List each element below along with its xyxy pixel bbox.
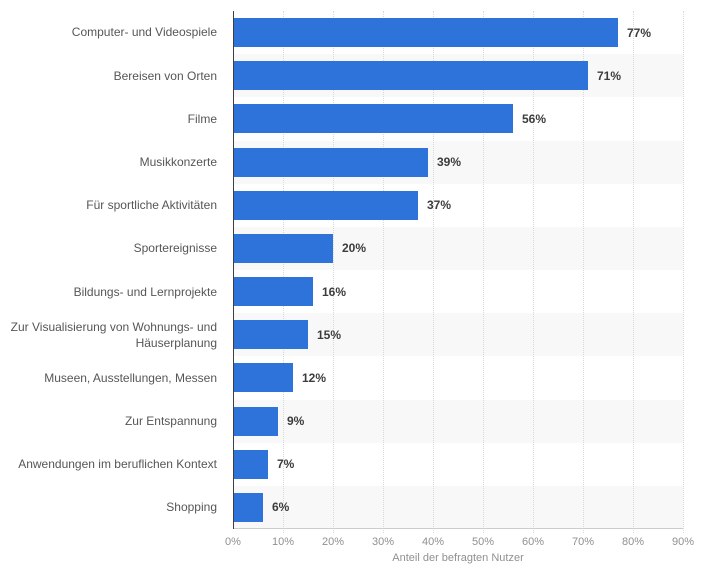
value-label: 77% xyxy=(627,25,652,40)
gridline xyxy=(532,11,534,533)
category-label: Filme xyxy=(187,111,217,126)
category-label: Musikkonzerte xyxy=(139,155,217,169)
x-tick-label: 20% xyxy=(321,536,345,548)
bar-row: 9% xyxy=(233,400,683,443)
bar-row: 6% xyxy=(233,486,683,529)
gridlines xyxy=(233,11,684,533)
row-band xyxy=(233,399,683,443)
bar xyxy=(233,147,428,177)
x-tick-label: 90% xyxy=(671,536,695,548)
x-tick-label: 60% xyxy=(521,536,544,548)
category-label: Anwendungen im beruflichen Kontext xyxy=(18,457,217,472)
bar-row: 77% xyxy=(233,11,683,54)
gridline xyxy=(433,11,434,533)
gridline xyxy=(683,11,684,533)
gridline xyxy=(583,11,584,533)
bar-row: 16% xyxy=(233,270,683,313)
bar-row: 12% xyxy=(233,356,683,399)
bar-row: 56% xyxy=(233,97,683,140)
bars-container: 77% 71% 56% 39% 37% 20% 16% 15% 12% 9% 7… xyxy=(233,11,683,529)
bar xyxy=(233,363,293,393)
category-label: Zur Visualisierung von Wohnungs- und Häu… xyxy=(10,319,217,350)
row-band xyxy=(233,356,683,400)
row-band xyxy=(233,442,683,486)
bar xyxy=(233,190,418,220)
x-tick-label: 40% xyxy=(421,536,445,548)
y-axis-line xyxy=(233,11,234,529)
bar xyxy=(233,449,268,479)
gridline xyxy=(283,11,284,533)
gridline xyxy=(333,11,334,533)
x-tick-label: 80% xyxy=(621,536,645,548)
category-label: Sportereignisse xyxy=(133,241,217,256)
category-labels-column: Computer- und Videospiele Bereisen von Or… xyxy=(0,11,225,529)
bar-row: 15% xyxy=(233,313,683,356)
bar xyxy=(233,104,513,134)
category-label: Bildungs- und Lernprojekte xyxy=(73,284,217,299)
bar xyxy=(233,492,263,522)
x-tick-label: 50% xyxy=(471,536,495,548)
bar-row: 71% xyxy=(233,54,683,97)
x-axis-title: Anteil der befragten Nutzer xyxy=(392,552,524,564)
bar xyxy=(233,406,278,436)
gridline xyxy=(483,11,484,533)
category-label: Zur Entspannung xyxy=(124,414,217,429)
x-tick-label: 0% xyxy=(225,536,241,548)
category-label: Museen, Ausstellungen, Messen xyxy=(44,370,217,385)
value-label: 6% xyxy=(272,500,290,515)
gridline xyxy=(382,11,384,533)
category-label: Bereisen von Orten xyxy=(113,68,217,83)
gridline xyxy=(633,11,634,533)
value-label: 37% xyxy=(427,198,452,213)
value-label: 56% xyxy=(522,111,547,126)
value-label: 16% xyxy=(322,284,347,299)
category-label: Für sportliche Aktivitäten xyxy=(86,198,217,213)
plot-area: 77% 71% 56% 39% 37% 20% 16% 15% 12% 9% 7… xyxy=(233,11,684,533)
value-label: 9% xyxy=(287,414,305,429)
value-label: 7% xyxy=(277,457,295,472)
value-label: 15% xyxy=(316,327,342,342)
value-label: 12% xyxy=(302,370,327,385)
value-label: 71% xyxy=(597,68,622,83)
x-tick-label: 30% xyxy=(371,536,394,548)
value-label: 39% xyxy=(437,155,462,170)
bar xyxy=(233,233,333,263)
bar xyxy=(233,320,308,350)
bar-row: 39% xyxy=(233,141,683,184)
value-label: 20% xyxy=(342,241,367,256)
x-tick-label: 10% xyxy=(271,536,295,548)
bar xyxy=(233,61,588,91)
x-axis-line xyxy=(233,528,683,529)
row-band xyxy=(233,485,683,530)
x-tick-labels: 0% 10% 20% 30% 40% 50% 60% 70% 80% 90% xyxy=(225,536,694,550)
bar-row: 20% xyxy=(233,227,683,270)
category-label: Computer- und Videospiele xyxy=(71,25,217,40)
bar xyxy=(233,277,313,307)
bar-row: 37% xyxy=(233,184,683,227)
x-tick-label: 70% xyxy=(571,536,595,548)
bar xyxy=(233,18,618,48)
row-band xyxy=(233,313,683,357)
category-label: Shopping xyxy=(166,500,217,515)
bar-row: 7% xyxy=(233,443,683,486)
